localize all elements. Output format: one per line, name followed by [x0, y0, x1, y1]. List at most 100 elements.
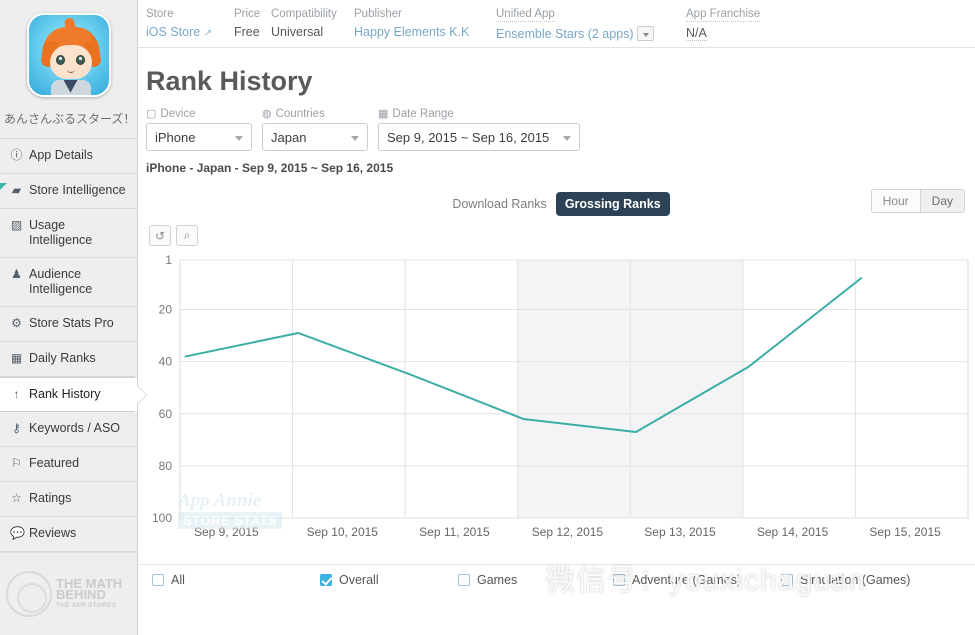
- meta-publisher: Publisher Happy Elements K.K: [354, 6, 496, 41]
- briefcase-icon: ▰: [11, 183, 22, 197]
- meta-unified-app: Unified App Ensemble Stars (2 apps): [496, 6, 686, 41]
- device-filter-label-row: ▢ Device: [146, 107, 252, 121]
- comment-icon: 💬: [10, 526, 25, 540]
- countries-select[interactable]: Japan: [262, 123, 368, 151]
- legend-item-adventure-games[interactable]: Adventure (Games): [613, 573, 781, 587]
- sidebar-item-rank-history[interactable]: ↑ Rank History: [0, 377, 137, 412]
- series-legend: All Overall Games Adventure (Games) Simu…: [138, 564, 975, 587]
- svg-text:Sep 10, 2015: Sep 10, 2015: [307, 525, 379, 539]
- checkbox-adventure-games[interactable]: [613, 574, 625, 586]
- app-icon-ensemble-stars[interactable]: [26, 13, 111, 97]
- math-behind-logo-icon: [6, 571, 52, 617]
- rank-history-chart[interactable]: 1 20 40 60 80 100 Sep 9, 2015 Sep 10, 2015 Sep 1…: [138, 250, 975, 560]
- calendar-icon: ▦: [378, 108, 389, 120]
- svg-text:Sep 14, 2015: Sep 14, 2015: [757, 525, 829, 539]
- meta-compatibility: Compatibility Universal: [271, 6, 354, 41]
- icon-mouth: [66, 69, 75, 73]
- legend-item-games[interactable]: Games: [458, 573, 613, 587]
- sidebar-item-reviews[interactable]: 💬 Reviews: [0, 517, 137, 552]
- up-arrow-icon: ↑: [13, 387, 20, 401]
- date-range-select[interactable]: Sep 9, 2015 ~ Sep 16, 2015: [378, 123, 580, 151]
- countries-filter-label: Countries: [275, 107, 325, 120]
- unified-app-count[interactable]: (2 apps): [587, 27, 634, 41]
- checkbox-overall[interactable]: [320, 574, 332, 586]
- sidebar-item-label: Ratings: [29, 491, 72, 505]
- sidebar-item-label: App Details: [29, 148, 93, 162]
- svg-text:Sep 13, 2015: Sep 13, 2015: [644, 525, 716, 539]
- external-link-icon[interactable]: ↗: [203, 28, 213, 39]
- countries-select-value: Japan: [271, 129, 307, 145]
- sidebar-item-usage-intelligence[interactable]: ▨ Usage Intelligence: [0, 209, 137, 258]
- rank-history-chart-svg[interactable]: 1 20 40 60 80 100 Sep 9, 2015 Sep 10, 2015 Sep 1…: [138, 250, 974, 560]
- sidebar-item-daily-ranks[interactable]: ▦ Daily Ranks: [0, 342, 137, 377]
- key-icon: ⚷: [12, 421, 21, 435]
- sidebar-item-store-intelligence[interactable]: ▰ Store Intelligence: [0, 174, 137, 209]
- publisher-link[interactable]: Happy Elements K.K: [354, 25, 470, 39]
- chevron-down-icon: [235, 136, 243, 141]
- svg-text:40: 40: [159, 355, 173, 369]
- logo-line-1: THE MATH: [56, 575, 123, 591]
- svg-text:Sep 9, 2015: Sep 9, 2015: [194, 525, 259, 539]
- legend-item-simulation-games[interactable]: Simulation (Games): [781, 573, 910, 587]
- info-icon: ⓘ: [10, 148, 23, 162]
- sidebar-item-label: Featured: [29, 456, 80, 470]
- device-filter: ▢ Device iPhone: [146, 107, 252, 151]
- tab-grossing-ranks[interactable]: Grossing Ranks: [555, 192, 670, 216]
- tab-download-ranks[interactable]: Download Ranks: [452, 197, 547, 211]
- app-franchise-na: N/A: [686, 26, 707, 41]
- meta-store-label: Store: [146, 8, 174, 20]
- chevron-down-icon: [351, 136, 359, 141]
- legend-item-all[interactable]: All: [152, 573, 320, 587]
- star-icon: ☆: [11, 491, 22, 505]
- sidebar: あんさんぶるスターズ！ ⓘ App Details ▰ Store Intell…: [0, 0, 138, 635]
- chart-icon: ▨: [10, 218, 23, 232]
- legend-label: Simulation (Games): [800, 573, 911, 587]
- countries-filter: ◍ Countries Japan: [262, 107, 368, 151]
- reset-zoom-icon[interactable]: ↺: [149, 225, 171, 246]
- meta-unified-app-value: Ensemble Stars (2 apps): [496, 26, 680, 41]
- meta-app-franchise-label: App Franchise: [686, 8, 761, 22]
- sidebar-item-keywords-aso[interactable]: ⚷ Keywords / ASO: [0, 412, 137, 447]
- device-filter-label: Device: [160, 107, 196, 120]
- granularity-toggle: Hour Day: [870, 189, 965, 213]
- sidebar-item-app-details[interactable]: ⓘ App Details: [0, 139, 137, 174]
- meta-store-value: iOS Store ↗: [146, 25, 228, 39]
- globe-icon: ◍: [262, 108, 272, 120]
- date-range-select-value: Sep 9, 2015 ~ Sep 16, 2015: [387, 129, 550, 145]
- device-icon: ▢: [146, 108, 157, 120]
- math-behind-logo-text: THE MATH BEHIND THE APP STORES: [56, 575, 123, 611]
- unified-app-link[interactable]: Ensemble Stars: [496, 27, 585, 41]
- sidebar-item-ratings[interactable]: ☆ Ratings: [0, 482, 137, 517]
- store-link[interactable]: iOS Store: [146, 25, 201, 39]
- sidebar-item-label: Store Stats Pro: [29, 316, 114, 330]
- meta-app-franchise: App Franchise N/A: [686, 6, 766, 41]
- meta-app-franchise-value: N/A: [686, 26, 760, 41]
- sidebar-item-audience-intelligence[interactable]: ♟ Audience Intelligence: [0, 258, 137, 307]
- device-select[interactable]: iPhone: [146, 123, 252, 151]
- rank-type-tabs: Download Ranks Grossing Ranks Hour Day: [138, 187, 975, 221]
- granularity-day-button[interactable]: Day: [920, 189, 965, 213]
- legend-label: Overall: [339, 573, 379, 587]
- zoom-in-icon[interactable]: ⌕: [176, 225, 198, 246]
- chevron-down-icon: [563, 136, 571, 141]
- sidebar-item-featured[interactable]: ⚐ Featured: [0, 447, 137, 482]
- logo-line-3: THE APP STORES: [56, 601, 117, 609]
- meta-unified-app-label: Unified App: [496, 8, 555, 22]
- teal-corner-marker: [0, 183, 7, 190]
- sidebar-item-store-stats-pro[interactable]: ⚙ Store Stats Pro: [0, 307, 137, 342]
- sidebar-item-label: Rank History: [29, 387, 101, 401]
- sidebar-app-name: あんさんぶるスターズ！: [0, 110, 137, 139]
- sidebar-item-label: Daily Ranks: [29, 351, 96, 365]
- meta-store: Store iOS Store ↗: [138, 6, 234, 41]
- checkbox-all[interactable]: [152, 574, 164, 586]
- sidebar-item-label: Audience Intelligence: [29, 267, 93, 296]
- chevron-down-icon[interactable]: [637, 26, 655, 41]
- granularity-hour-button[interactable]: Hour: [870, 189, 921, 213]
- checkbox-games[interactable]: [458, 574, 470, 586]
- sidebar-item-label: Usage Intelligence: [29, 218, 93, 247]
- legend-item-overall[interactable]: Overall: [320, 573, 458, 587]
- countries-filter-label-row: ◍ Countries: [262, 107, 368, 121]
- sidebar-nav: ⓘ App Details ▰ Store Intelligence ▨ Usa…: [0, 139, 137, 552]
- checkbox-simulation-games[interactable]: [781, 574, 793, 586]
